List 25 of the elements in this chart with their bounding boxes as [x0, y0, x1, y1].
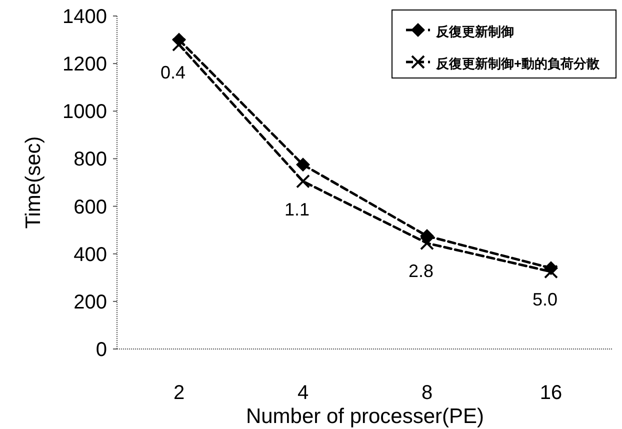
y-tick-label: 200 — [74, 291, 107, 314]
x-tick-label: 2 — [173, 382, 185, 404]
point — [544, 264, 558, 279]
point — [296, 174, 310, 188]
point — [296, 158, 310, 172]
legend-label: 反復更新制御+動的負荷分散 — [435, 56, 601, 71]
annotation: 2.8 — [408, 261, 434, 282]
y-axis-title: Time(sec) — [22, 136, 45, 229]
x-tick-label: 4 — [297, 382, 309, 404]
y-tick-label: 1400 — [62, 6, 107, 28]
annotation: 1.1 — [284, 199, 310, 220]
x-tick-label: 16 — [540, 382, 562, 404]
annotation: 5.0 — [532, 290, 558, 310]
y-tick-label: 1000 — [62, 101, 107, 124]
y-tick-label: 800 — [74, 148, 107, 171]
legend-label: 反復更新制御 — [435, 24, 514, 39]
x-tick-label: 8 — [421, 382, 433, 404]
y-tick-label: 1200 — [62, 54, 107, 76]
point — [420, 236, 434, 250]
point — [172, 38, 186, 52]
y-tick-label: 600 — [74, 196, 107, 218]
y-tick-label: 400 — [74, 244, 107, 266]
y-tick-label: 0 — [96, 339, 107, 361]
x-axis-title: Number of processer(PE) — [246, 405, 484, 428]
annotation: 0.4 — [160, 62, 186, 83]
